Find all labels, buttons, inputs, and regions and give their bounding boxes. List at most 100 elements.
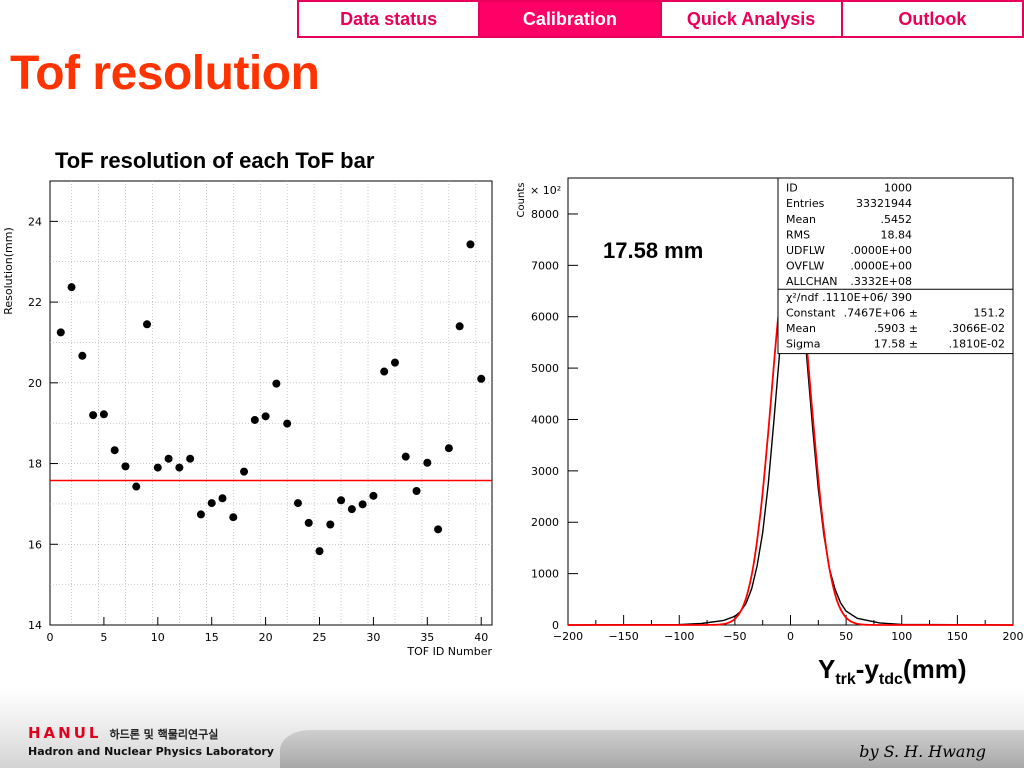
data-point xyxy=(164,454,173,463)
y-tick-label: 3000 xyxy=(531,465,559,478)
data-point xyxy=(369,491,378,500)
stats-error: .3066E-02 xyxy=(949,322,1005,335)
stats-label: RMS xyxy=(786,228,810,241)
data-point xyxy=(347,505,356,514)
histogram-x-label: Ytrk-ytdc(mm) xyxy=(818,654,967,689)
stats-label: χ²/ndf xyxy=(786,291,819,304)
stats-label: Entries xyxy=(786,197,825,210)
x-tick-label: 20 xyxy=(259,631,273,644)
y-tick-label: 5000 xyxy=(531,362,559,375)
x-axis-label: TOF ID Number xyxy=(406,645,492,658)
y-tick-label: 6000 xyxy=(531,311,559,324)
stats-value: .1110E+06/ 390 xyxy=(822,291,912,304)
data-point xyxy=(240,467,249,476)
tab-outlook[interactable]: Outlook xyxy=(898,8,967,29)
tab-quick-analysis[interactable]: Quick Analysis xyxy=(662,2,843,36)
stats-label: ID xyxy=(786,182,798,195)
y-tick-label: 24 xyxy=(28,215,42,228)
x-tick-label: 50 xyxy=(839,630,853,643)
data-point xyxy=(229,513,238,522)
data-point xyxy=(110,446,119,455)
author-credit: by S. H. Hwang xyxy=(859,742,986,761)
plot-frame xyxy=(49,180,493,626)
data-point xyxy=(477,374,486,383)
y-tick-label: 4000 xyxy=(531,413,559,426)
x-tick-label: 40 xyxy=(474,631,488,644)
x-tick-label: −150 xyxy=(609,630,639,643)
data-point xyxy=(186,454,195,463)
tof-resolution-scatter-chart: 0 5 10 15 20 25 30 35 40 14 16 18 20 22 24 TOF ID Numbe… xyxy=(2,180,493,658)
data-point xyxy=(455,322,464,331)
data-point xyxy=(304,518,313,527)
stats-error: 151.2 xyxy=(974,306,1006,319)
y-axis-label: Counts xyxy=(516,183,527,218)
nav-tabs: Data status Calibration Quick Analysis O… xyxy=(297,0,1024,38)
stats-value: 33321944 xyxy=(856,197,912,210)
stats-label: Constant xyxy=(786,306,836,319)
sigma-highlight: 17.58 mm xyxy=(603,238,704,263)
y-tick-label: 20 xyxy=(28,377,42,390)
stats-value: .3332E+08 xyxy=(850,275,912,288)
stats-label: OVFLW xyxy=(786,260,824,273)
x-tick-label: 10 xyxy=(151,631,165,644)
lab-english-name: Hadron and Nuclear Physics Laboratory xyxy=(28,745,274,758)
y-scale-label: × 10² xyxy=(530,184,561,197)
y-tick-label: 14 xyxy=(28,619,42,632)
tab-data-status[interactable]: Data status xyxy=(299,2,481,36)
lab-logo: HANUL 하드론 및 핵물리연구실 Hadron and Nuclear Phy… xyxy=(28,724,274,758)
stats-value: .0000E+00 xyxy=(850,244,912,257)
y-tick-label: 2000 xyxy=(531,516,559,529)
data-point xyxy=(412,486,421,495)
stats-label: UDFLW xyxy=(786,244,825,257)
stats-value: 1000 xyxy=(884,182,912,195)
y-tick-label: 16 xyxy=(28,538,42,551)
y-tick-label: 8000 xyxy=(531,208,559,221)
data-point xyxy=(121,462,130,471)
data-point xyxy=(250,415,259,424)
data-point xyxy=(99,410,108,419)
y-tick-label: 1000 xyxy=(531,568,559,581)
left-chart-heading: ToF resolution of each ToF bar xyxy=(55,148,375,173)
x-tick-label: 25 xyxy=(313,631,327,644)
stats-value: .0000E+00 xyxy=(850,260,912,273)
y-tick-label: 7000 xyxy=(531,259,559,272)
x-tick-label: −200 xyxy=(553,630,583,643)
x-tick-label: 30 xyxy=(366,631,380,644)
x-tick-label: 150 xyxy=(947,630,968,643)
data-point xyxy=(380,367,389,376)
stats-label: ALLCHAN xyxy=(786,275,838,288)
stats-value: .5903 ± xyxy=(874,322,918,335)
data-point xyxy=(444,444,453,453)
y-tick-label: 18 xyxy=(28,458,42,471)
data-point xyxy=(143,320,152,329)
footer-bar xyxy=(280,730,1024,768)
data-point xyxy=(89,411,98,420)
y-tick-label: 0 xyxy=(552,619,559,632)
data-point xyxy=(423,458,432,467)
data-point xyxy=(56,328,65,337)
x-tick-label: 35 xyxy=(420,631,434,644)
y-axis-label: Resolution(mm) xyxy=(2,227,15,315)
x-tick-label: 100 xyxy=(891,630,912,643)
stats-value: 18.84 xyxy=(881,228,913,241)
hanul-logo-mark: HANUL xyxy=(28,724,102,742)
stats-value: .5452 xyxy=(881,213,913,226)
data-point xyxy=(434,525,443,534)
y-tick-label: 22 xyxy=(28,296,42,309)
data-point xyxy=(175,463,184,472)
data-point xyxy=(272,379,281,388)
stats-label: Mean xyxy=(786,322,816,335)
lab-korean-name: 하드론 및 핵물리연구실 xyxy=(109,728,219,741)
tab-calibration[interactable]: Calibration xyxy=(480,2,662,36)
x-tick-label: 15 xyxy=(205,631,219,644)
tof-residual-histogram-chart: −200 −150 −100 −50 0 50 100 150 2000100020003000… xyxy=(516,177,1024,643)
data-point xyxy=(401,452,410,461)
stats-value: 17.58 ± xyxy=(874,338,918,351)
data-point xyxy=(196,510,205,519)
x-tick-label: 200 xyxy=(1003,630,1024,643)
data-point xyxy=(67,283,76,292)
data-point xyxy=(153,463,162,472)
data-point xyxy=(293,499,302,508)
data-point xyxy=(218,494,227,503)
stats-value: .7467E+06 ± xyxy=(844,306,918,319)
